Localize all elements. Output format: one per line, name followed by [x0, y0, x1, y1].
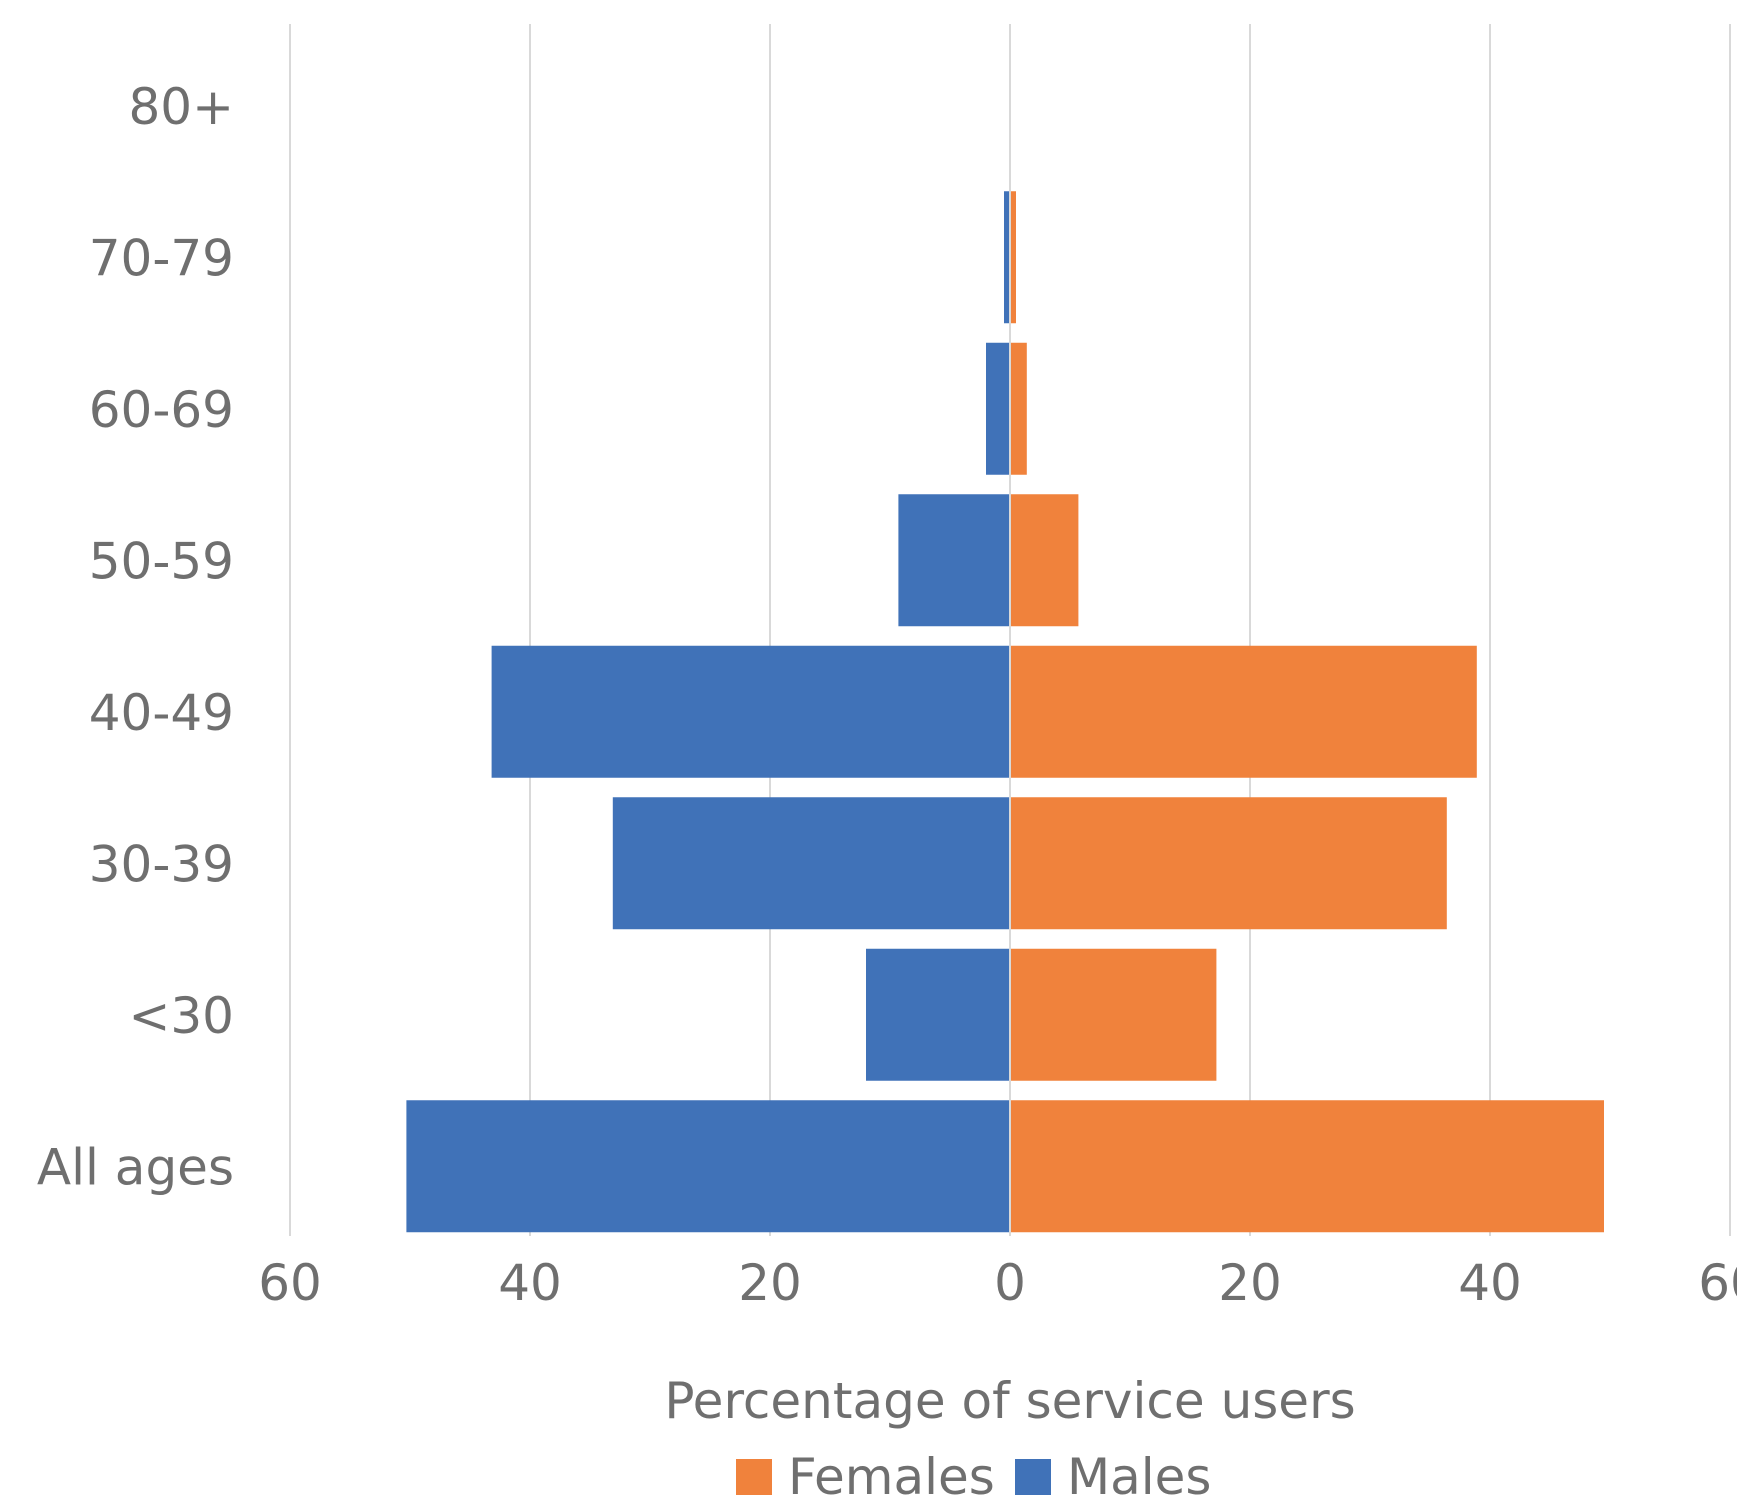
bar-males-4 — [491, 645, 1011, 778]
x-axis-title: Percentage of service users — [664, 1372, 1355, 1430]
bar-males-2 — [986, 342, 1010, 475]
legend: Females Males — [736, 1448, 1211, 1500]
legend-label-males: Males — [1067, 1448, 1211, 1500]
x-tick-label-0: 60 — [258, 1254, 322, 1312]
bar-females-4 — [1010, 645, 1477, 778]
legend-label-females: Females — [788, 1448, 995, 1500]
bar-females-5 — [1010, 797, 1447, 930]
category-labels: 80+ 70-79 60-69 50-59 40-49 30-39 <30 All ages — [37, 78, 234, 1197]
legend-swatch-females — [736, 1459, 772, 1495]
bar-females-3 — [1010, 494, 1079, 627]
x-tick-labels: 60 40 20 0 20 40 60 — [258, 1254, 1737, 1312]
gridlines — [289, 24, 1731, 1236]
x-tick-label-6: 60 — [1698, 1254, 1737, 1312]
bar-males-3 — [898, 494, 1010, 627]
bar-males-7 — [406, 1100, 1010, 1233]
x-tick-label-5: 40 — [1458, 1254, 1522, 1312]
category-label-4: 40-49 — [89, 684, 234, 742]
x-tick-label-1: 40 — [498, 1254, 562, 1312]
category-label-2: 60-69 — [89, 381, 234, 439]
legend-swatch-males — [1015, 1459, 1051, 1495]
bar-males-5 — [612, 797, 1010, 930]
bar-females-6 — [1010, 948, 1217, 1081]
bar-females-7 — [1010, 1100, 1604, 1233]
bar-females-1 — [1010, 191, 1016, 324]
x-tick-label-4: 20 — [1218, 1254, 1282, 1312]
category-label-7: All ages — [37, 1138, 234, 1196]
bar-males-1 — [1004, 191, 1010, 324]
x-tick-label-2: 20 — [738, 1254, 802, 1312]
bar-males-6 — [866, 948, 1010, 1081]
category-label-6: <30 — [128, 987, 234, 1045]
bars — [406, 191, 1604, 1233]
bar-females-2 — [1010, 342, 1027, 475]
x-tick-label-3: 0 — [994, 1254, 1026, 1312]
category-label-5: 30-39 — [89, 835, 234, 893]
category-label-3: 50-59 — [89, 532, 234, 590]
category-label-1: 70-79 — [89, 229, 234, 287]
category-label-0: 80+ — [128, 78, 234, 136]
